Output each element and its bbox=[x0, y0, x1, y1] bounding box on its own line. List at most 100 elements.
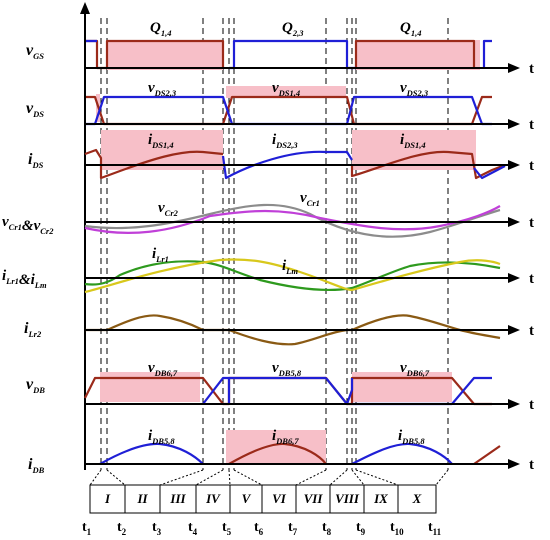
time-axis-label: t bbox=[529, 457, 534, 473]
row-label-ilr-part: i bbox=[2, 268, 7, 284]
row-label-ids: iDS bbox=[28, 151, 44, 170]
row-label-idb: iDB bbox=[28, 456, 45, 475]
row-label-vcr-sub: Cr1 bbox=[9, 222, 22, 232]
annotation-idb58b: iDB5,8 bbox=[398, 428, 425, 446]
annotation-ids23: iDS2,3 bbox=[272, 132, 298, 150]
region-connector bbox=[228, 469, 231, 486]
annotation-vcr2: vCr2 bbox=[158, 200, 179, 218]
axes bbox=[80, 2, 90, 470]
region-label: IV bbox=[205, 491, 221, 506]
wave-ids14a bbox=[84, 148, 224, 180]
wave-vdb58 bbox=[202, 376, 492, 406]
time-axis-label: t bbox=[529, 117, 534, 133]
time-axis-arrow bbox=[508, 160, 520, 170]
annotation-ids14a: iDS1,4 bbox=[148, 132, 174, 150]
region-label: II bbox=[136, 491, 148, 506]
row-label-vcr-part: v bbox=[34, 218, 41, 234]
time-axis-arrow bbox=[508, 399, 520, 409]
time-tick-label: t6 bbox=[254, 520, 264, 537]
annotation-vds14: vDS1,4 bbox=[272, 80, 300, 98]
waveforms bbox=[84, 39, 506, 465]
region-label: X bbox=[412, 491, 422, 506]
row-label-ilr-sub: Lr1 bbox=[5, 276, 19, 286]
row-label-vdb: vDB bbox=[26, 376, 45, 395]
row-label-vcr-part: & bbox=[22, 218, 34, 234]
time-axis-label: t bbox=[529, 323, 534, 339]
time-axis-arrow bbox=[508, 325, 520, 335]
vertical-axis-arrow bbox=[80, 2, 90, 14]
time-tick-label: t4 bbox=[188, 520, 198, 537]
annotation-idb58a: iDB5,8 bbox=[148, 428, 175, 446]
wave-vds14 bbox=[86, 95, 492, 126]
time-tick-label: t10 bbox=[390, 520, 404, 537]
time-axis-arrow bbox=[508, 273, 520, 283]
wave-ilm bbox=[84, 258, 501, 294]
region-box bbox=[89, 484, 437, 514]
wave-vdb58-high bbox=[227, 376, 326, 404]
annotation-vdb67b: vDB6,7 bbox=[400, 360, 430, 378]
time-axis-arrow bbox=[508, 119, 520, 129]
row-label-vcr-sub: Cr2 bbox=[40, 226, 54, 236]
time-tick-label: t9 bbox=[356, 520, 366, 537]
row-label-vgs: vGS bbox=[26, 42, 44, 61]
region-connector bbox=[355, 469, 399, 486]
annotation-vdb58: vDB5,8 bbox=[272, 360, 302, 378]
region-connector bbox=[233, 469, 263, 486]
row-label-vds: vDS bbox=[26, 100, 44, 119]
region-label: V bbox=[242, 491, 252, 506]
annotation-vds23a: vDS2,3 bbox=[148, 80, 177, 98]
wave-ilr1 bbox=[84, 260, 501, 292]
region-label: IX bbox=[373, 491, 388, 506]
wave-vgs-q14b bbox=[354, 39, 476, 68]
time-tick-label: t2 bbox=[117, 520, 127, 537]
row-label-vcr-part: v bbox=[2, 214, 9, 230]
time-tick-label: t11 bbox=[428, 520, 442, 537]
wave-vcr1 bbox=[84, 203, 501, 238]
time-tick-label: t7 bbox=[288, 520, 298, 537]
annotation-q14a: Q1,4 bbox=[150, 20, 171, 38]
row-label-ilr-part: i bbox=[31, 272, 36, 288]
region-connector bbox=[195, 469, 224, 486]
time-tick-label: t1 bbox=[82, 520, 92, 537]
region-connector bbox=[329, 469, 348, 486]
time-tick-label: t5 bbox=[222, 520, 232, 537]
time-axis-label: t bbox=[529, 158, 534, 174]
annotation-idb67: iDB6,7 bbox=[272, 428, 299, 446]
wave-ids23 bbox=[221, 150, 353, 180]
time-tick-label: t8 bbox=[322, 520, 332, 537]
region-label: III bbox=[169, 491, 186, 506]
annotation-ids14b: iDS1,4 bbox=[400, 132, 426, 150]
region-label: VII bbox=[304, 491, 324, 506]
region-label: I bbox=[104, 491, 111, 506]
wave-vgs-q23b bbox=[482, 39, 492, 68]
wave-vcr2 bbox=[84, 205, 501, 234]
time-axis-arrow bbox=[508, 63, 520, 73]
annotation-q23: Q2,3 bbox=[282, 20, 304, 38]
row-label-vcr: vCr1&vCr2 bbox=[2, 214, 54, 236]
region-connector bbox=[159, 469, 204, 486]
wave-ids23b bbox=[473, 165, 506, 180]
annotation-ilr1: iLr1 bbox=[152, 246, 169, 264]
time-axis-label: t bbox=[529, 271, 534, 287]
region-connector bbox=[106, 469, 126, 486]
time-axis-arrow bbox=[508, 217, 520, 227]
region-connector bbox=[351, 469, 365, 486]
region-label: VI bbox=[272, 491, 287, 506]
wave-idb67 bbox=[228, 442, 327, 465]
region-connector bbox=[435, 469, 449, 486]
time-tick-label: t3 bbox=[152, 520, 162, 537]
row-label-ilr2: iLr2 bbox=[24, 320, 42, 339]
region-connector bbox=[295, 469, 327, 486]
time-axis-label: t bbox=[529, 397, 534, 413]
wave-ilr2 bbox=[85, 314, 501, 346]
wave-ids14b bbox=[350, 150, 506, 180]
region-connector bbox=[89, 469, 102, 486]
wave-idb58a bbox=[99, 442, 204, 465]
time-axis-arrow bbox=[508, 459, 520, 469]
wave-idb67b bbox=[473, 445, 501, 465]
annotation-vcr1: vCr1 bbox=[300, 190, 320, 208]
time-axis-label: t bbox=[529, 215, 534, 231]
annotation-ilm: iLm bbox=[282, 258, 298, 276]
row-label-ilr-part: & bbox=[19, 272, 31, 288]
